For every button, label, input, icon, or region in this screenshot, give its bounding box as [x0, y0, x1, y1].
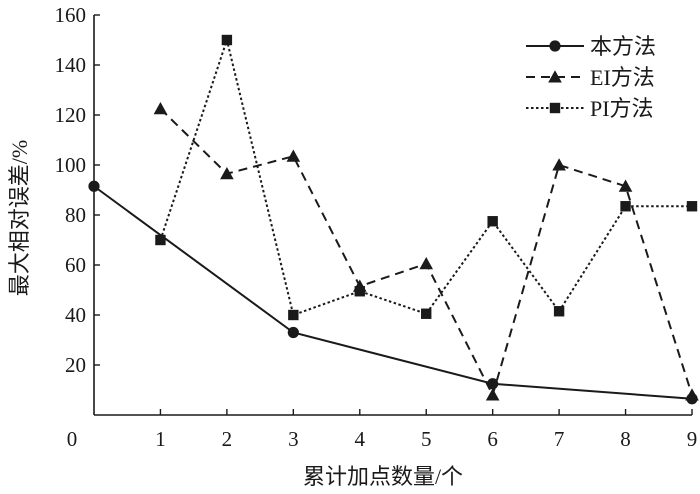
data-point: [221, 34, 233, 46]
data-point: [421, 308, 432, 319]
legend-label: PI方法: [590, 96, 654, 121]
series-line: [159, 36, 692, 317]
series-circle: [88, 180, 698, 405]
series-layer: [88, 34, 699, 405]
x-tick-label: 8: [620, 427, 631, 451]
series-square: [155, 34, 698, 321]
series-line: [93, 185, 693, 400]
data-point: [487, 216, 498, 227]
y-tick-label: 40: [65, 303, 86, 327]
axes: [93, 14, 693, 416]
y-tick-label: 20: [65, 353, 86, 377]
y-tick-label: 80: [65, 203, 86, 227]
data-point: [419, 256, 434, 270]
legend: 本方法 EI方法 PI方法: [526, 34, 656, 121]
data-point: [485, 388, 500, 401]
data-point: [354, 286, 365, 297]
x-tick-label: 5: [421, 427, 432, 451]
legend-marker: [548, 70, 562, 83]
y-tick-label: 140: [55, 53, 87, 77]
y-axis-label: 最大相对误差/%: [7, 140, 32, 296]
data-point: [620, 201, 631, 212]
x-tick-label: 1: [155, 427, 166, 451]
x-tick-label: 2: [222, 427, 233, 451]
x-tick-label: 6: [487, 427, 498, 451]
data-point: [155, 234, 166, 246]
y-tick-label: 160: [55, 3, 87, 27]
x-tick-label: 3: [288, 427, 299, 451]
data-point: [220, 166, 234, 180]
y-tick-label: 100: [55, 153, 87, 177]
data-point: [288, 309, 299, 321]
legend-marker: [549, 40, 561, 52]
x-tick-label: 9: [687, 427, 698, 451]
legend-marker: [549, 102, 561, 114]
legend-label: EI方法: [590, 65, 655, 90]
data-point: [552, 158, 566, 171]
data-point: [153, 101, 168, 115]
data-point: [287, 326, 299, 339]
data-point: [618, 179, 633, 192]
x-tick-label: 0: [67, 427, 78, 451]
x-tick-label: 4: [355, 427, 366, 451]
series-triangle: [153, 101, 699, 401]
x-axis-label: 累计加点数量/个: [303, 464, 463, 489]
y-tick-label: 120: [55, 103, 87, 127]
data-point: [286, 149, 301, 162]
data-point: [686, 201, 698, 212]
tick-labels: 20 40 60 80 100 120 140 160 0 1 2 3 4 5 6 7 8 9: [55, 3, 698, 451]
data-point: [88, 180, 100, 192]
data-point: [553, 306, 565, 317]
series-line: [159, 108, 693, 398]
data-point: [685, 388, 699, 401]
legend-label: 本方法: [590, 34, 656, 59]
x-tick-label: 7: [554, 427, 565, 451]
y-tick-label: 60: [65, 253, 86, 277]
